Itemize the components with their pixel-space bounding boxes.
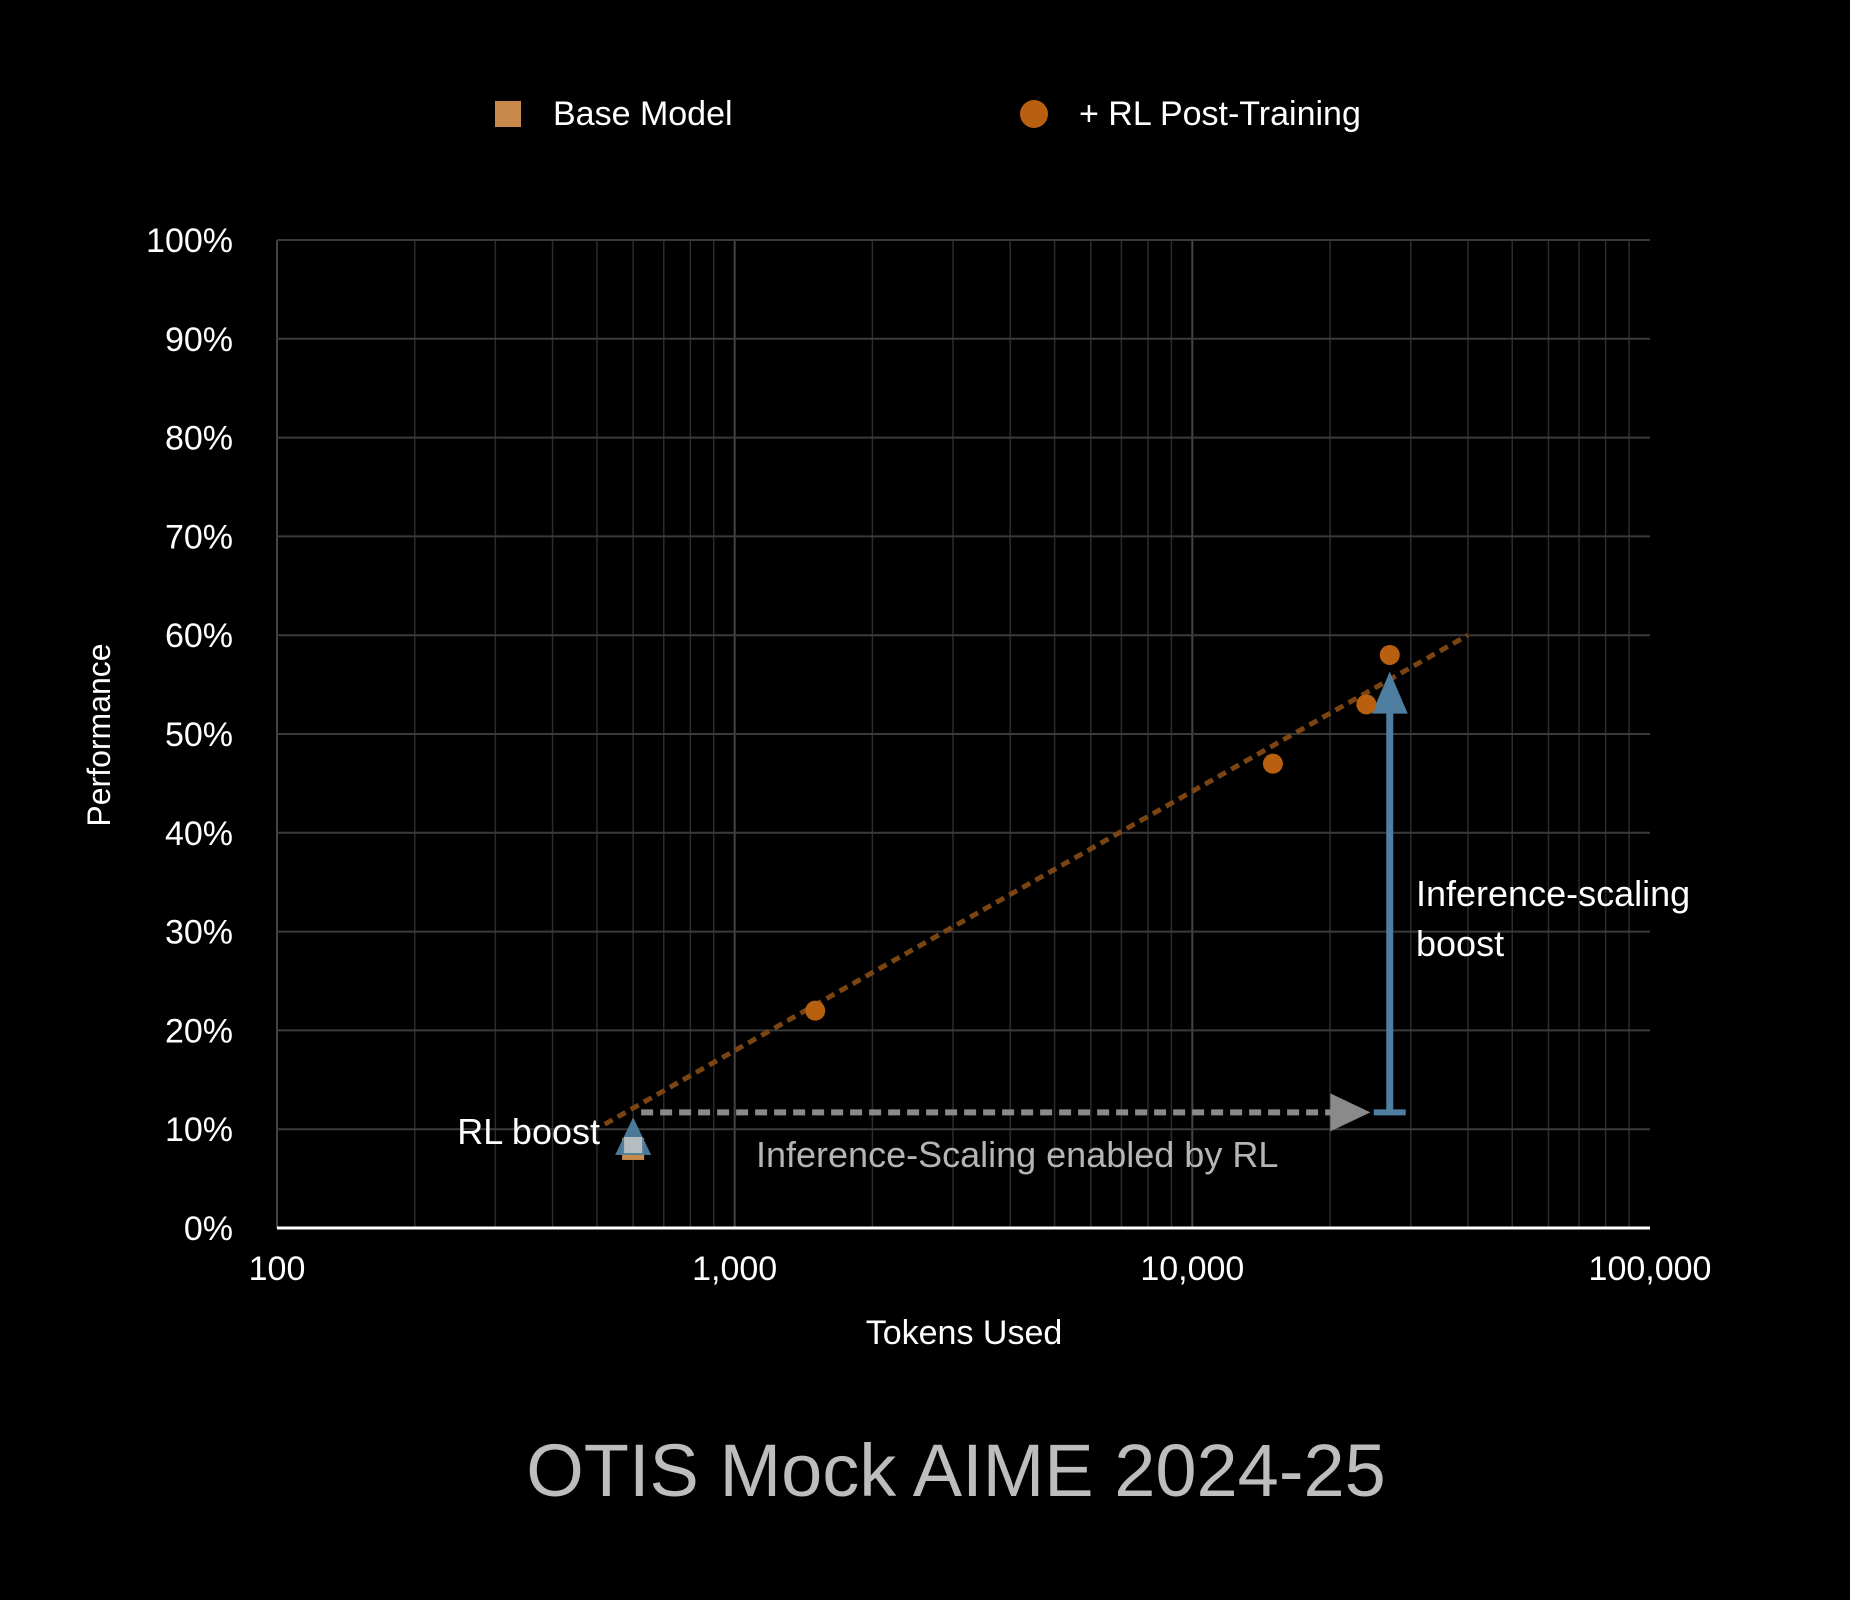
inference-boost-arrowhead [1371, 671, 1408, 714]
y-tick-label: 100% [146, 222, 233, 260]
x-tick-label: 10,000 [1140, 1250, 1244, 1288]
rl-post-training-point [1356, 694, 1377, 715]
y-tick-label: 20% [165, 1012, 233, 1050]
y-axis-label: Performance [81, 643, 117, 826]
inference-scaling-enabled-label: Inference-Scaling enabled by RL [756, 1134, 1278, 1175]
y-tick-label: 30% [165, 914, 233, 952]
y-tick-label: 0% [184, 1210, 233, 1248]
y-tick-label: 10% [165, 1111, 233, 1149]
inference-boost-label-line1: Inference-scaling [1416, 873, 1690, 914]
trendline [603, 633, 1470, 1127]
rl-post-training-point [1379, 644, 1400, 665]
data-points [615, 644, 1400, 1160]
y-tick-label: 40% [165, 815, 233, 853]
y-tick-label: 50% [165, 716, 233, 754]
legend-rl-post-training-marker [1020, 100, 1048, 128]
x-tick-label: 100,000 [1589, 1250, 1712, 1288]
axes: 0% 10% 20% 30% 40% 50% 60% 70% 80% 90% 100% 100 1,00… [146, 222, 1711, 1288]
rl-post-training-point [805, 1000, 826, 1021]
grid [276, 239, 1650, 1228]
y-tick-label: 70% [165, 518, 233, 556]
annotations [641, 671, 1408, 1132]
legend[interactable]: Base Model + RL Post-Training [495, 95, 1361, 133]
rl-boost-marker-overlay [624, 1136, 643, 1153]
chart-title: OTIS Mock AIME 2024-25 [526, 1429, 1386, 1512]
legend-base-model-marker [495, 101, 521, 127]
y-tick-label: 90% [165, 321, 233, 359]
inference-boost-label-line2: boost [1416, 923, 1504, 964]
inference-scaling-arrowhead [1330, 1093, 1371, 1132]
legend-rl-post-training-label: + RL Post-Training [1079, 95, 1361, 133]
x-tick-label: 100 [249, 1250, 306, 1288]
y-tick-label: 60% [165, 617, 233, 655]
x-axis-label: Tokens Used [866, 1314, 1063, 1352]
legend-base-model-label: Base Model [553, 95, 733, 133]
rl-boost-label: RL boost [457, 1111, 600, 1152]
rl-post-training-point [1262, 753, 1283, 774]
x-tick-label: 1,000 [692, 1250, 777, 1288]
rl-trendline [603, 633, 1470, 1127]
y-tick-label: 80% [165, 420, 233, 458]
